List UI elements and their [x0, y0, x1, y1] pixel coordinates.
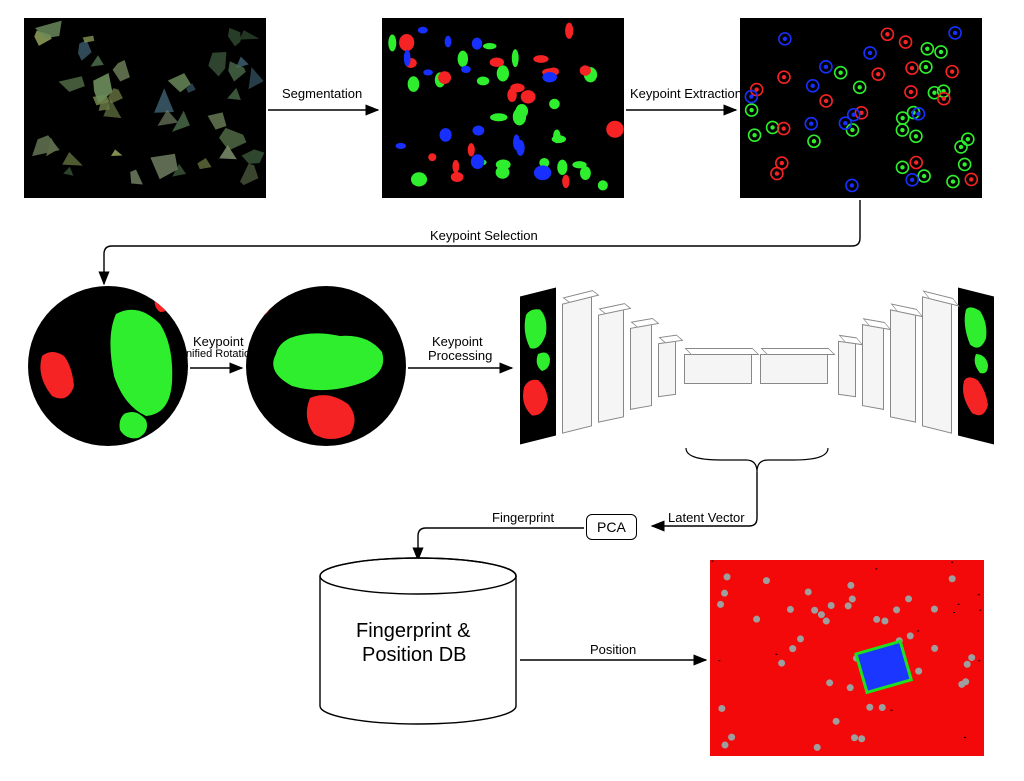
nn-layer: [630, 324, 652, 410]
label-rotation-2: Unified Rotation: [178, 348, 256, 360]
pca-box: PCA: [586, 514, 637, 540]
keypoint-circle-2: [246, 286, 406, 446]
nn-layer: [658, 341, 676, 398]
db-label-2: Position DB: [362, 644, 467, 667]
nn-layer: [598, 309, 624, 423]
raw-chips-svg: [24, 18, 266, 198]
panel-raw-image: [24, 18, 266, 198]
panel-result: [710, 560, 984, 756]
result-svg: [710, 560, 984, 756]
panel-segmented: [382, 18, 624, 198]
keypoints-svg: [740, 18, 982, 198]
nn-layer: [838, 341, 856, 398]
keypoint-circle-1: [28, 286, 188, 446]
arrow-keypoint-selection: [40, 198, 970, 298]
label-processing-2: Processing: [428, 348, 492, 363]
nn-layer: [760, 354, 828, 384]
nn-layer: [684, 354, 752, 384]
circle2-svg: [246, 286, 406, 446]
panel-keypoints: [740, 18, 982, 198]
db-label-1: Fingerprint &: [356, 620, 471, 643]
label-processing-1: Keypoint: [432, 334, 483, 349]
label-keypoint-selection: Keypoint Selection: [430, 228, 538, 243]
nn-input-image: [520, 288, 556, 445]
arrow-segmentation: [266, 100, 382, 120]
label-keypoint-extraction: Keypoint Extraction: [630, 86, 742, 101]
nn-layer: [862, 324, 884, 410]
seg-dots-svg: [382, 18, 624, 198]
arrow-keypoint-extraction: [624, 100, 740, 120]
nn-output-image: [958, 288, 994, 445]
arrow-unified-rotation: [188, 358, 246, 378]
label-latent-vector: Latent Vector: [668, 510, 745, 525]
label-segmentation: Segmentation: [282, 86, 362, 101]
label-position: Position: [590, 642, 636, 657]
circle1-svg: [28, 286, 188, 446]
nn-layer: [922, 296, 952, 433]
label-rotation-1: Keypoint: [193, 334, 244, 349]
label-fingerprint: Fingerprint: [492, 510, 554, 525]
nn-layer: [562, 296, 592, 433]
nn-layer: [890, 309, 916, 423]
